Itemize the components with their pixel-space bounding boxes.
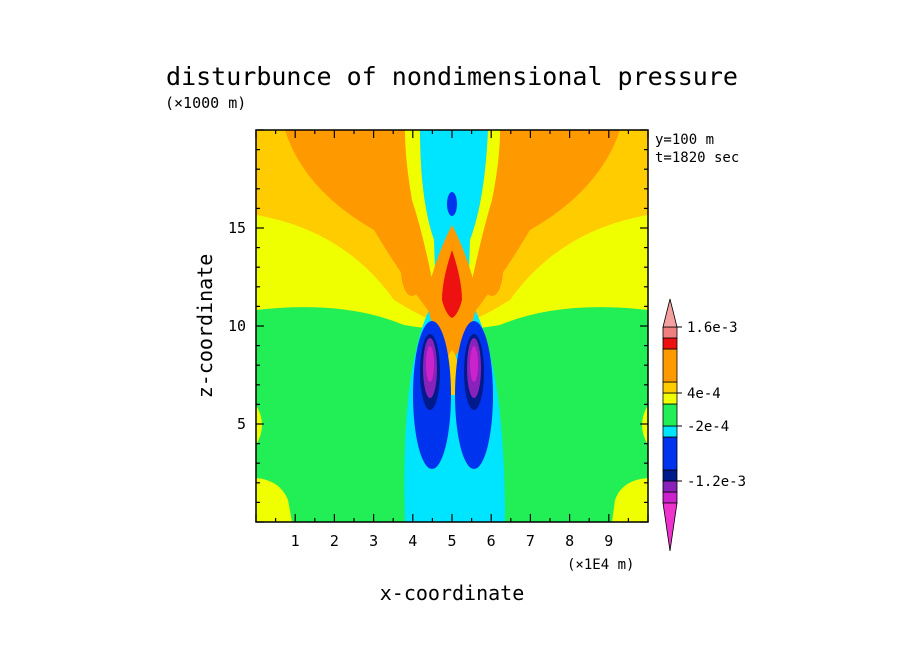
colorbar-swatch	[662, 348, 678, 383]
colorbar-swatch	[662, 436, 678, 471]
x-tick-label: 5	[447, 532, 456, 550]
x-tick-label: 2	[330, 532, 339, 550]
annotation-y: y=100 m	[655, 132, 714, 148]
colorbar-swatch	[662, 491, 678, 504]
x-tick-label: 8	[565, 532, 574, 550]
colorbar-label: -1.2e-3	[687, 474, 746, 490]
region-corner-left	[256, 478, 292, 522]
y-tick-label: 5	[237, 415, 246, 433]
colorbar-label: 4e-4	[687, 386, 721, 402]
colorbar-swatch	[662, 381, 678, 394]
region-side-left	[256, 405, 262, 445]
region-blue-blip	[447, 192, 457, 216]
region-magenta-left	[426, 346, 434, 382]
y-tick-label: 15	[228, 219, 246, 237]
colorbar-min-arrow	[662, 502, 678, 552]
region-yellow-edge-left	[405, 130, 436, 300]
x-axis-label: x-coordinate	[380, 581, 525, 605]
colorbar-swatch	[662, 326, 678, 339]
colorbar	[662, 298, 678, 552]
colorbar-label: 1.6e-3	[687, 320, 738, 336]
y-units-label: (×1000 m)	[165, 94, 246, 112]
region-red-core	[442, 250, 462, 318]
x-tick-label: 6	[487, 532, 496, 550]
y-axis-ticks: 5 10 15	[228, 129, 648, 523]
region-corner-right	[612, 478, 648, 522]
chart-title: disturbunce of nondimensional pressure	[166, 62, 738, 91]
x-tick-label: 9	[604, 532, 613, 550]
colorbar-labels: 1.6e-3 4e-4 -2e-4 -1.2e-3	[677, 320, 746, 490]
region-orange-lobe-left	[401, 244, 423, 296]
contour-field	[256, 130, 648, 522]
x-tick-label: 3	[369, 532, 378, 550]
x-axis-ticks: 1 2 3 4 5 6 7 8 9	[255, 130, 649, 550]
annotation-t: t=1820 sec	[655, 150, 739, 166]
x-tick-label: 1	[291, 532, 300, 550]
colorbar-label: -2e-4	[687, 419, 729, 435]
colorbar-swatch	[662, 392, 678, 405]
x-tick-label: 7	[526, 532, 535, 550]
y-tick-label: 10	[228, 317, 246, 335]
colorbar-max-arrow	[662, 298, 678, 328]
x-tick-label: 4	[408, 532, 417, 550]
colorbar-swatch	[662, 425, 678, 438]
colorbar-swatch	[662, 403, 678, 427]
colorbar-swatch	[662, 337, 678, 350]
region-side-right	[642, 405, 648, 445]
colorbar-swatch	[662, 469, 678, 482]
x-units-label: (×1E4 m)	[567, 557, 634, 573]
region-orange-lobe-right	[481, 244, 503, 296]
region-yellow-edge-right	[468, 130, 500, 300]
colorbar-swatch	[662, 480, 678, 493]
region-magenta-right	[470, 346, 478, 382]
y-axis-label: z-coordinate	[193, 254, 217, 399]
